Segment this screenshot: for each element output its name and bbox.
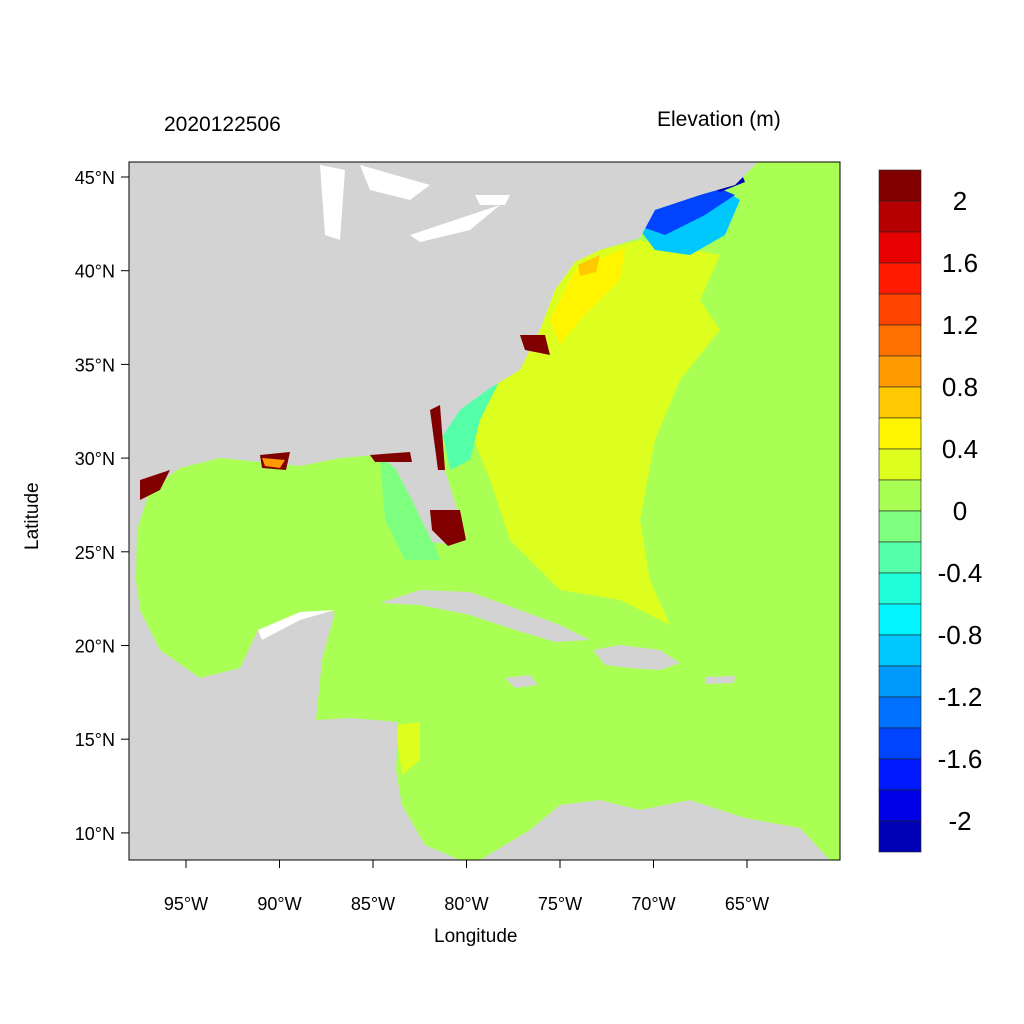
colorbar-box bbox=[878, 386, 922, 419]
map-plot bbox=[129, 162, 840, 860]
colorbar-box bbox=[878, 758, 922, 791]
high-anomaly-region bbox=[550, 248, 625, 345]
colorbar-box bbox=[878, 169, 922, 202]
colorbar-box bbox=[878, 293, 922, 326]
caribbean-yellow-patch bbox=[395, 722, 420, 775]
y-tick-label: 20°N bbox=[75, 637, 115, 657]
hispaniola bbox=[593, 645, 680, 670]
orange-coastal-patch bbox=[262, 458, 285, 468]
south-america-land bbox=[480, 800, 830, 860]
y-tick-label: 40°N bbox=[75, 262, 115, 282]
colorbar-box bbox=[878, 355, 922, 388]
colorbar-box bbox=[878, 634, 922, 667]
x-tick-label: 80°W bbox=[444, 894, 488, 914]
y-tick-label: 35°N bbox=[75, 355, 115, 375]
colorbar-box bbox=[878, 696, 922, 729]
positive-anomaly-region bbox=[470, 240, 720, 625]
puerto-rico bbox=[705, 676, 735, 684]
cuba bbox=[380, 590, 590, 642]
x-tick-label: 95°W bbox=[164, 894, 208, 914]
orange-patch bbox=[578, 255, 600, 276]
x-axis-label: Longitude bbox=[434, 926, 518, 947]
y-ticks: 45°N 40°N 35°N 30°N 25°N 20°N 15°N 10°N bbox=[75, 168, 129, 844]
x-tick-label: 75°W bbox=[538, 894, 582, 914]
colorbar-box bbox=[878, 417, 922, 450]
colorbar-box bbox=[878, 510, 922, 543]
great-lakes bbox=[320, 165, 510, 242]
coastal-negative-band bbox=[440, 380, 500, 470]
x-tick-label: 85°W bbox=[351, 894, 395, 914]
colorbar-box bbox=[878, 200, 922, 233]
x-ticks: 95°W 90°W 85°W 80°W 75°W 70°W 65°W bbox=[164, 860, 769, 914]
jamaica bbox=[505, 675, 538, 688]
colorbar-box bbox=[878, 789, 922, 822]
colorbar-label: 1.2 bbox=[942, 310, 978, 340]
colorbar-label: -1.6 bbox=[938, 744, 983, 774]
colorbar-box bbox=[878, 665, 922, 698]
colorbar-label: -0.4 bbox=[938, 558, 983, 588]
date-title: 2020122506 bbox=[164, 113, 281, 136]
colorbar-box bbox=[878, 572, 922, 605]
x-tick-label: 65°W bbox=[725, 894, 769, 914]
y-tick-label: 45°N bbox=[75, 168, 115, 188]
y-tick-label: 10°N bbox=[75, 824, 115, 844]
colorbar-box bbox=[878, 231, 922, 264]
colorbar-box bbox=[878, 262, 922, 295]
colorbar-label: 0.8 bbox=[942, 372, 978, 402]
colorbar-box bbox=[878, 541, 922, 574]
x-tick-label: 90°W bbox=[257, 894, 301, 914]
colorbar-label: -0.8 bbox=[938, 620, 983, 650]
y-tick-label: 30°N bbox=[75, 449, 115, 469]
variable-title: Elevation (m) bbox=[657, 108, 781, 131]
colorbar-label: -1.2 bbox=[938, 682, 983, 712]
gulf-west-florida-band bbox=[380, 460, 440, 560]
y-tick-label: 25°N bbox=[75, 543, 115, 563]
y-tick-label: 15°N bbox=[75, 730, 115, 750]
colorbar-box bbox=[878, 448, 922, 481]
colorbar-label: 1.6 bbox=[942, 248, 978, 278]
colorbar-label: -2 bbox=[948, 806, 971, 836]
colorbar-box bbox=[878, 479, 922, 512]
colorbar-label: 0.4 bbox=[942, 434, 978, 464]
colorbar-box bbox=[878, 603, 922, 636]
colorbar-box bbox=[878, 324, 922, 357]
colorbar-label: 2 bbox=[953, 186, 967, 216]
plot-border bbox=[128, 161, 841, 861]
x-tick-label: 70°W bbox=[631, 894, 675, 914]
yucatan-white-coast bbox=[258, 610, 335, 640]
colorbar-box bbox=[878, 820, 922, 853]
colorbar-label: 0 bbox=[953, 496, 967, 526]
colorbar: 2 1.6 1.2 0.8 0.4 0 -0.4 -0.8 -1.2 -1.6 -2 bbox=[878, 169, 983, 853]
gulf-of-maine-lower bbox=[640, 180, 735, 235]
colorbar-box bbox=[878, 727, 922, 760]
